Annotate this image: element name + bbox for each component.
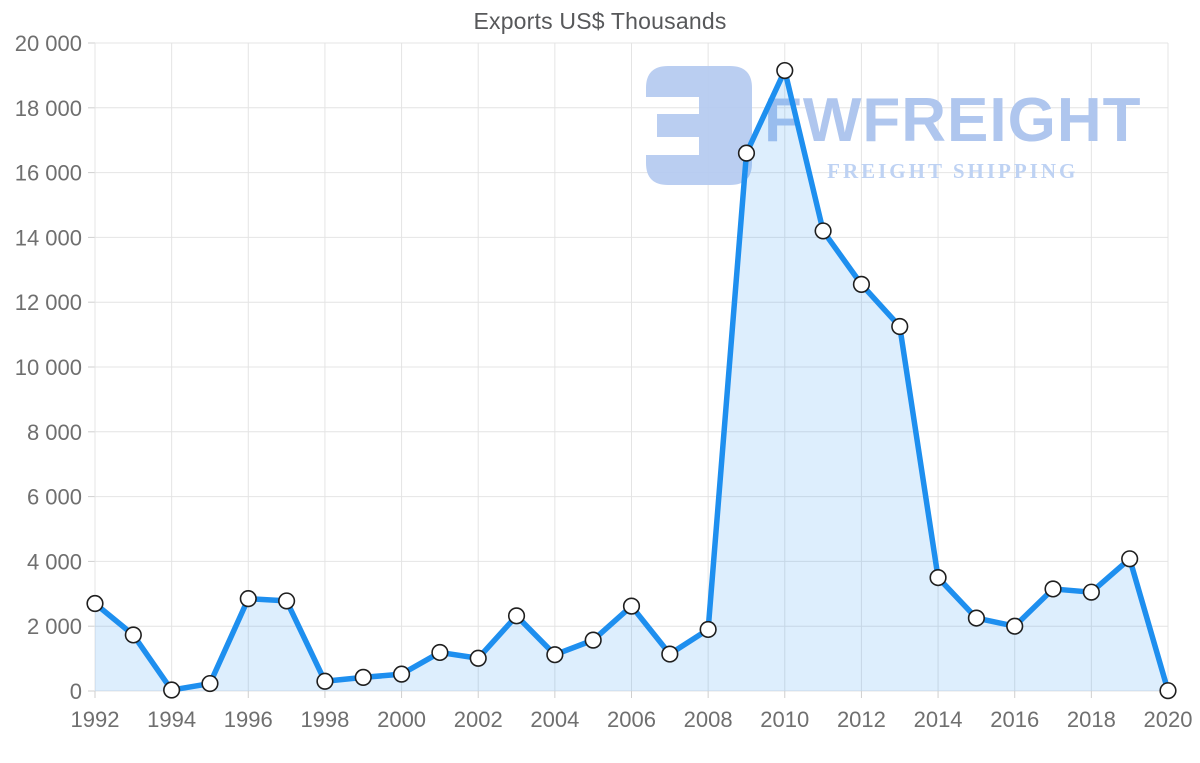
data-point-1998[interactable]	[316, 672, 334, 690]
y-tick-label: 2 000	[27, 614, 82, 639]
data-point-2010[interactable]	[776, 61, 794, 80]
data-point-2001[interactable]	[431, 643, 449, 662]
data-point-2008[interactable]	[699, 620, 717, 639]
data-point-2011[interactable]	[814, 222, 832, 240]
x-tick-label: 1998	[300, 707, 349, 732]
y-tick-label: 0	[70, 679, 82, 704]
data-point-1999[interactable]	[354, 668, 372, 686]
x-tick-label: 1994	[147, 707, 196, 732]
data-point-1994[interactable]	[163, 681, 181, 699]
y-tick-label: 10 000	[15, 355, 82, 380]
y-tick-label: 6 000	[27, 485, 82, 510]
x-tick-label: 2002	[454, 707, 503, 732]
data-point-1995[interactable]	[201, 674, 219, 693]
series-area-fill	[95, 70, 1168, 692]
x-tick-label: 2020	[1144, 707, 1193, 732]
data-point-2005[interactable]	[584, 631, 602, 649]
x-tick-label: 2000	[377, 707, 426, 732]
x-tick-label: 2010	[760, 707, 809, 732]
data-point-2013[interactable]	[891, 317, 909, 336]
data-point-2014[interactable]	[929, 568, 947, 587]
data-point-2012[interactable]	[852, 275, 871, 293]
x-tick-label: 2016	[990, 707, 1039, 732]
data-point-1997[interactable]	[278, 592, 296, 610]
data-point-2007[interactable]	[661, 645, 679, 663]
data-point-2020[interactable]	[1159, 682, 1177, 700]
y-tick-label: 14 000	[15, 225, 82, 250]
data-point-2015[interactable]	[967, 609, 985, 627]
x-tick-label: 2018	[1067, 707, 1116, 732]
data-point-2006[interactable]	[622, 597, 641, 615]
data-point-2016[interactable]	[1006, 617, 1024, 635]
chart-title: Exports US$ Thousands	[473, 8, 727, 34]
x-tick-label: 2006	[607, 707, 656, 732]
x-tick-label: 2008	[684, 707, 733, 732]
y-tick-label: 20 000	[15, 31, 82, 56]
data-point-1992[interactable]	[86, 594, 104, 613]
y-tick-label: 16 000	[15, 161, 82, 186]
x-tick-label: 1992	[71, 707, 120, 732]
data-point-2003[interactable]	[507, 607, 526, 625]
y-tick-label: 8 000	[27, 420, 82, 445]
x-tick-label: 1996	[224, 707, 273, 732]
y-tick-label: 18 000	[15, 96, 82, 121]
data-point-2018[interactable]	[1082, 583, 1100, 601]
data-point-2009[interactable]	[737, 144, 756, 162]
data-point-2019[interactable]	[1121, 550, 1139, 568]
data-point-2000[interactable]	[392, 665, 411, 683]
y-tick-label: 4 000	[27, 549, 82, 574]
data-point-2017[interactable]	[1044, 580, 1062, 598]
x-tick-label: 2012	[837, 707, 886, 732]
y-tick-label: 12 000	[15, 290, 82, 315]
x-tick-label: 2004	[530, 707, 579, 732]
x-tick-label: 2014	[914, 707, 963, 732]
data-point-1993[interactable]	[124, 626, 142, 644]
data-point-2002[interactable]	[469, 649, 487, 667]
data-point-1996[interactable]	[239, 590, 257, 608]
data-point-2004[interactable]	[546, 646, 564, 664]
